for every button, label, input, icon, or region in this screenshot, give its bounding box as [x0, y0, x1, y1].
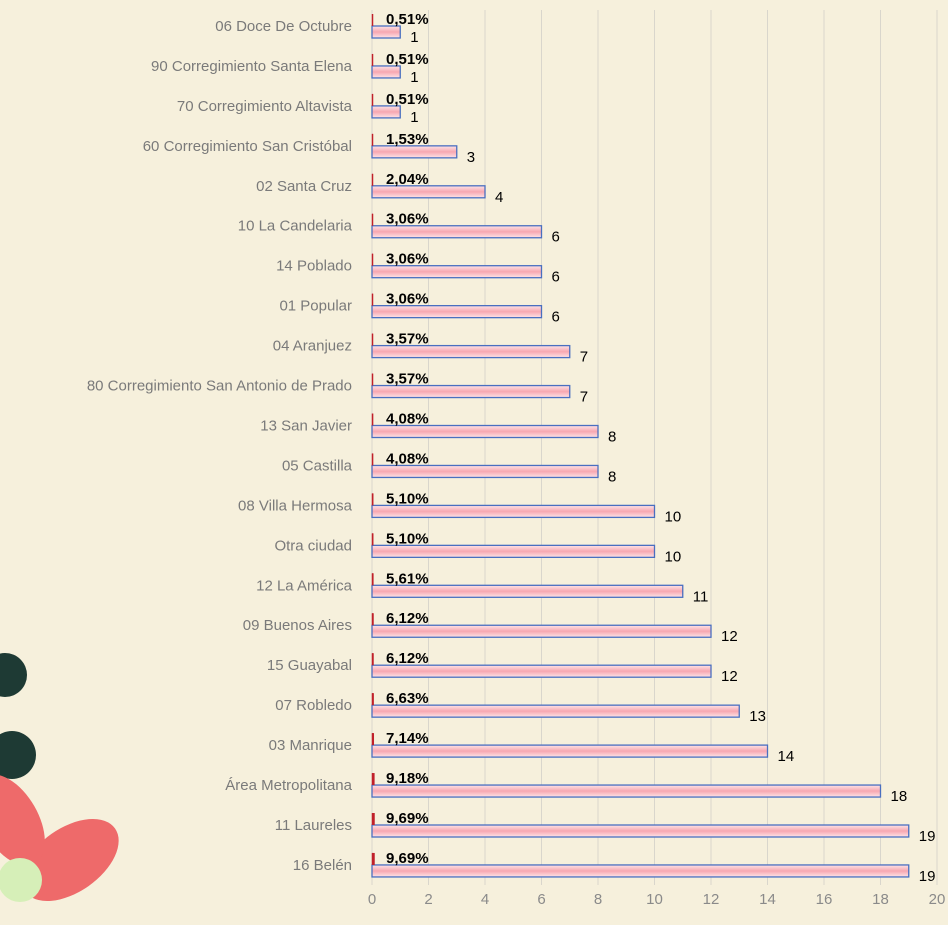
value-label: 18 — [891, 788, 908, 805]
bar — [372, 825, 909, 837]
value-label: 7 — [580, 349, 588, 366]
value-label: 19 — [919, 868, 936, 885]
value-label: 5,61% — [386, 570, 429, 587]
value-label: 10 — [665, 508, 682, 525]
value-label: 2,04% — [386, 171, 429, 188]
value-label: 4,08% — [386, 410, 429, 427]
x-tick-label: 20 — [929, 891, 946, 908]
value-label: 3,06% — [386, 251, 429, 268]
value-label: 0,51% — [386, 11, 429, 28]
y-tick-label: 60 Corregimiento San Cristóbal — [143, 138, 352, 155]
x-tick-label: 8 — [594, 891, 602, 908]
y-tick-label: 05 Castilla — [282, 457, 353, 474]
x-tick-label: 10 — [646, 891, 663, 908]
y-tick-label: 12 La América — [256, 577, 353, 594]
y-tick-label: 08 Villa Hermosa — [238, 497, 353, 514]
bar — [372, 785, 881, 797]
x-tick-label: 12 — [703, 891, 720, 908]
decoration — [0, 653, 133, 918]
value-label: 4 — [495, 189, 503, 206]
y-tick-label: 90 Corregimiento Santa Elena — [151, 58, 353, 75]
y-tick-label: 13 San Javier — [260, 417, 352, 434]
value-label: 19 — [919, 828, 936, 845]
chart: 0246810121416182006 Doce De Octubre10,51… — [0, 0, 948, 925]
value-label: 1 — [410, 29, 418, 46]
x-tick-label: 16 — [816, 891, 833, 908]
value-label: 9,69% — [386, 850, 429, 867]
value-label: 6 — [552, 229, 560, 246]
y-tick-label: 11 Laureles — [275, 817, 352, 834]
value-label: 4,08% — [386, 450, 429, 467]
y-tick-label: 10 La Candelaria — [238, 218, 353, 235]
y-tick-label: Área Metropolitana — [225, 777, 352, 794]
value-label: 6 — [552, 269, 560, 286]
value-label: 13 — [749, 708, 766, 725]
value-label: 14 — [778, 748, 795, 765]
x-tick-label: 6 — [537, 891, 545, 908]
value-label: 0,51% — [386, 51, 429, 68]
value-label: 7 — [580, 389, 588, 406]
value-label: 1 — [410, 109, 418, 126]
value-label: 6,12% — [386, 610, 429, 627]
y-tick-label: 01 Popular — [279, 298, 352, 315]
y-tick-label: 80 Corregimiento San Antonio de Prado — [87, 378, 352, 395]
value-label: 6,63% — [386, 690, 429, 707]
value-label: 5,10% — [386, 490, 429, 507]
value-label: 8 — [608, 468, 616, 485]
value-label: 3,06% — [386, 291, 429, 308]
value-label: 3,57% — [386, 371, 429, 388]
y-tick-label: 09 Buenos Aires — [243, 617, 352, 634]
y-tick-label: 15 Guayabal — [267, 657, 352, 674]
y-tick-label: 02 Santa Cruz — [256, 178, 352, 195]
value-label: 12 — [721, 628, 738, 645]
y-tick-label: 70 Corregimiento Altavista — [177, 98, 353, 115]
x-tick-label: 2 — [424, 891, 432, 908]
value-label: 6 — [552, 309, 560, 326]
value-label: 6,12% — [386, 650, 429, 667]
x-tick-label: 4 — [481, 891, 489, 908]
bar — [372, 865, 909, 877]
value-label: 11 — [693, 588, 709, 605]
value-label: 9,69% — [386, 810, 429, 827]
x-tick-label: 0 — [368, 891, 376, 908]
y-tick-label: 04 Aranjuez — [273, 338, 352, 355]
value-label: 8 — [608, 428, 616, 445]
bar — [372, 745, 768, 757]
y-tick-label: 06 Doce De Octubre — [215, 18, 352, 35]
value-label: 5,10% — [386, 530, 429, 547]
y-tick-label: 07 Robledo — [275, 697, 352, 714]
value-label: 9,18% — [386, 770, 429, 787]
value-label: 3,57% — [386, 331, 429, 348]
x-tick-label: 14 — [759, 891, 776, 908]
value-label: 7,14% — [386, 730, 429, 747]
value-label: 3,06% — [386, 211, 429, 228]
x-tick-label: 18 — [872, 891, 889, 908]
y-tick-label: Otra ciudad — [274, 537, 352, 554]
value-label: 3 — [467, 149, 475, 166]
value-label: 10 — [665, 548, 682, 565]
value-label: 0,51% — [386, 91, 429, 108]
y-tick-label: 03 Manrique — [269, 737, 352, 754]
y-tick-label: 14 Poblado — [276, 258, 352, 275]
value-label: 12 — [721, 668, 738, 685]
value-label: 1 — [410, 69, 418, 86]
value-label: 1,53% — [386, 131, 429, 148]
y-tick-label: 16 Belén — [293, 857, 352, 874]
